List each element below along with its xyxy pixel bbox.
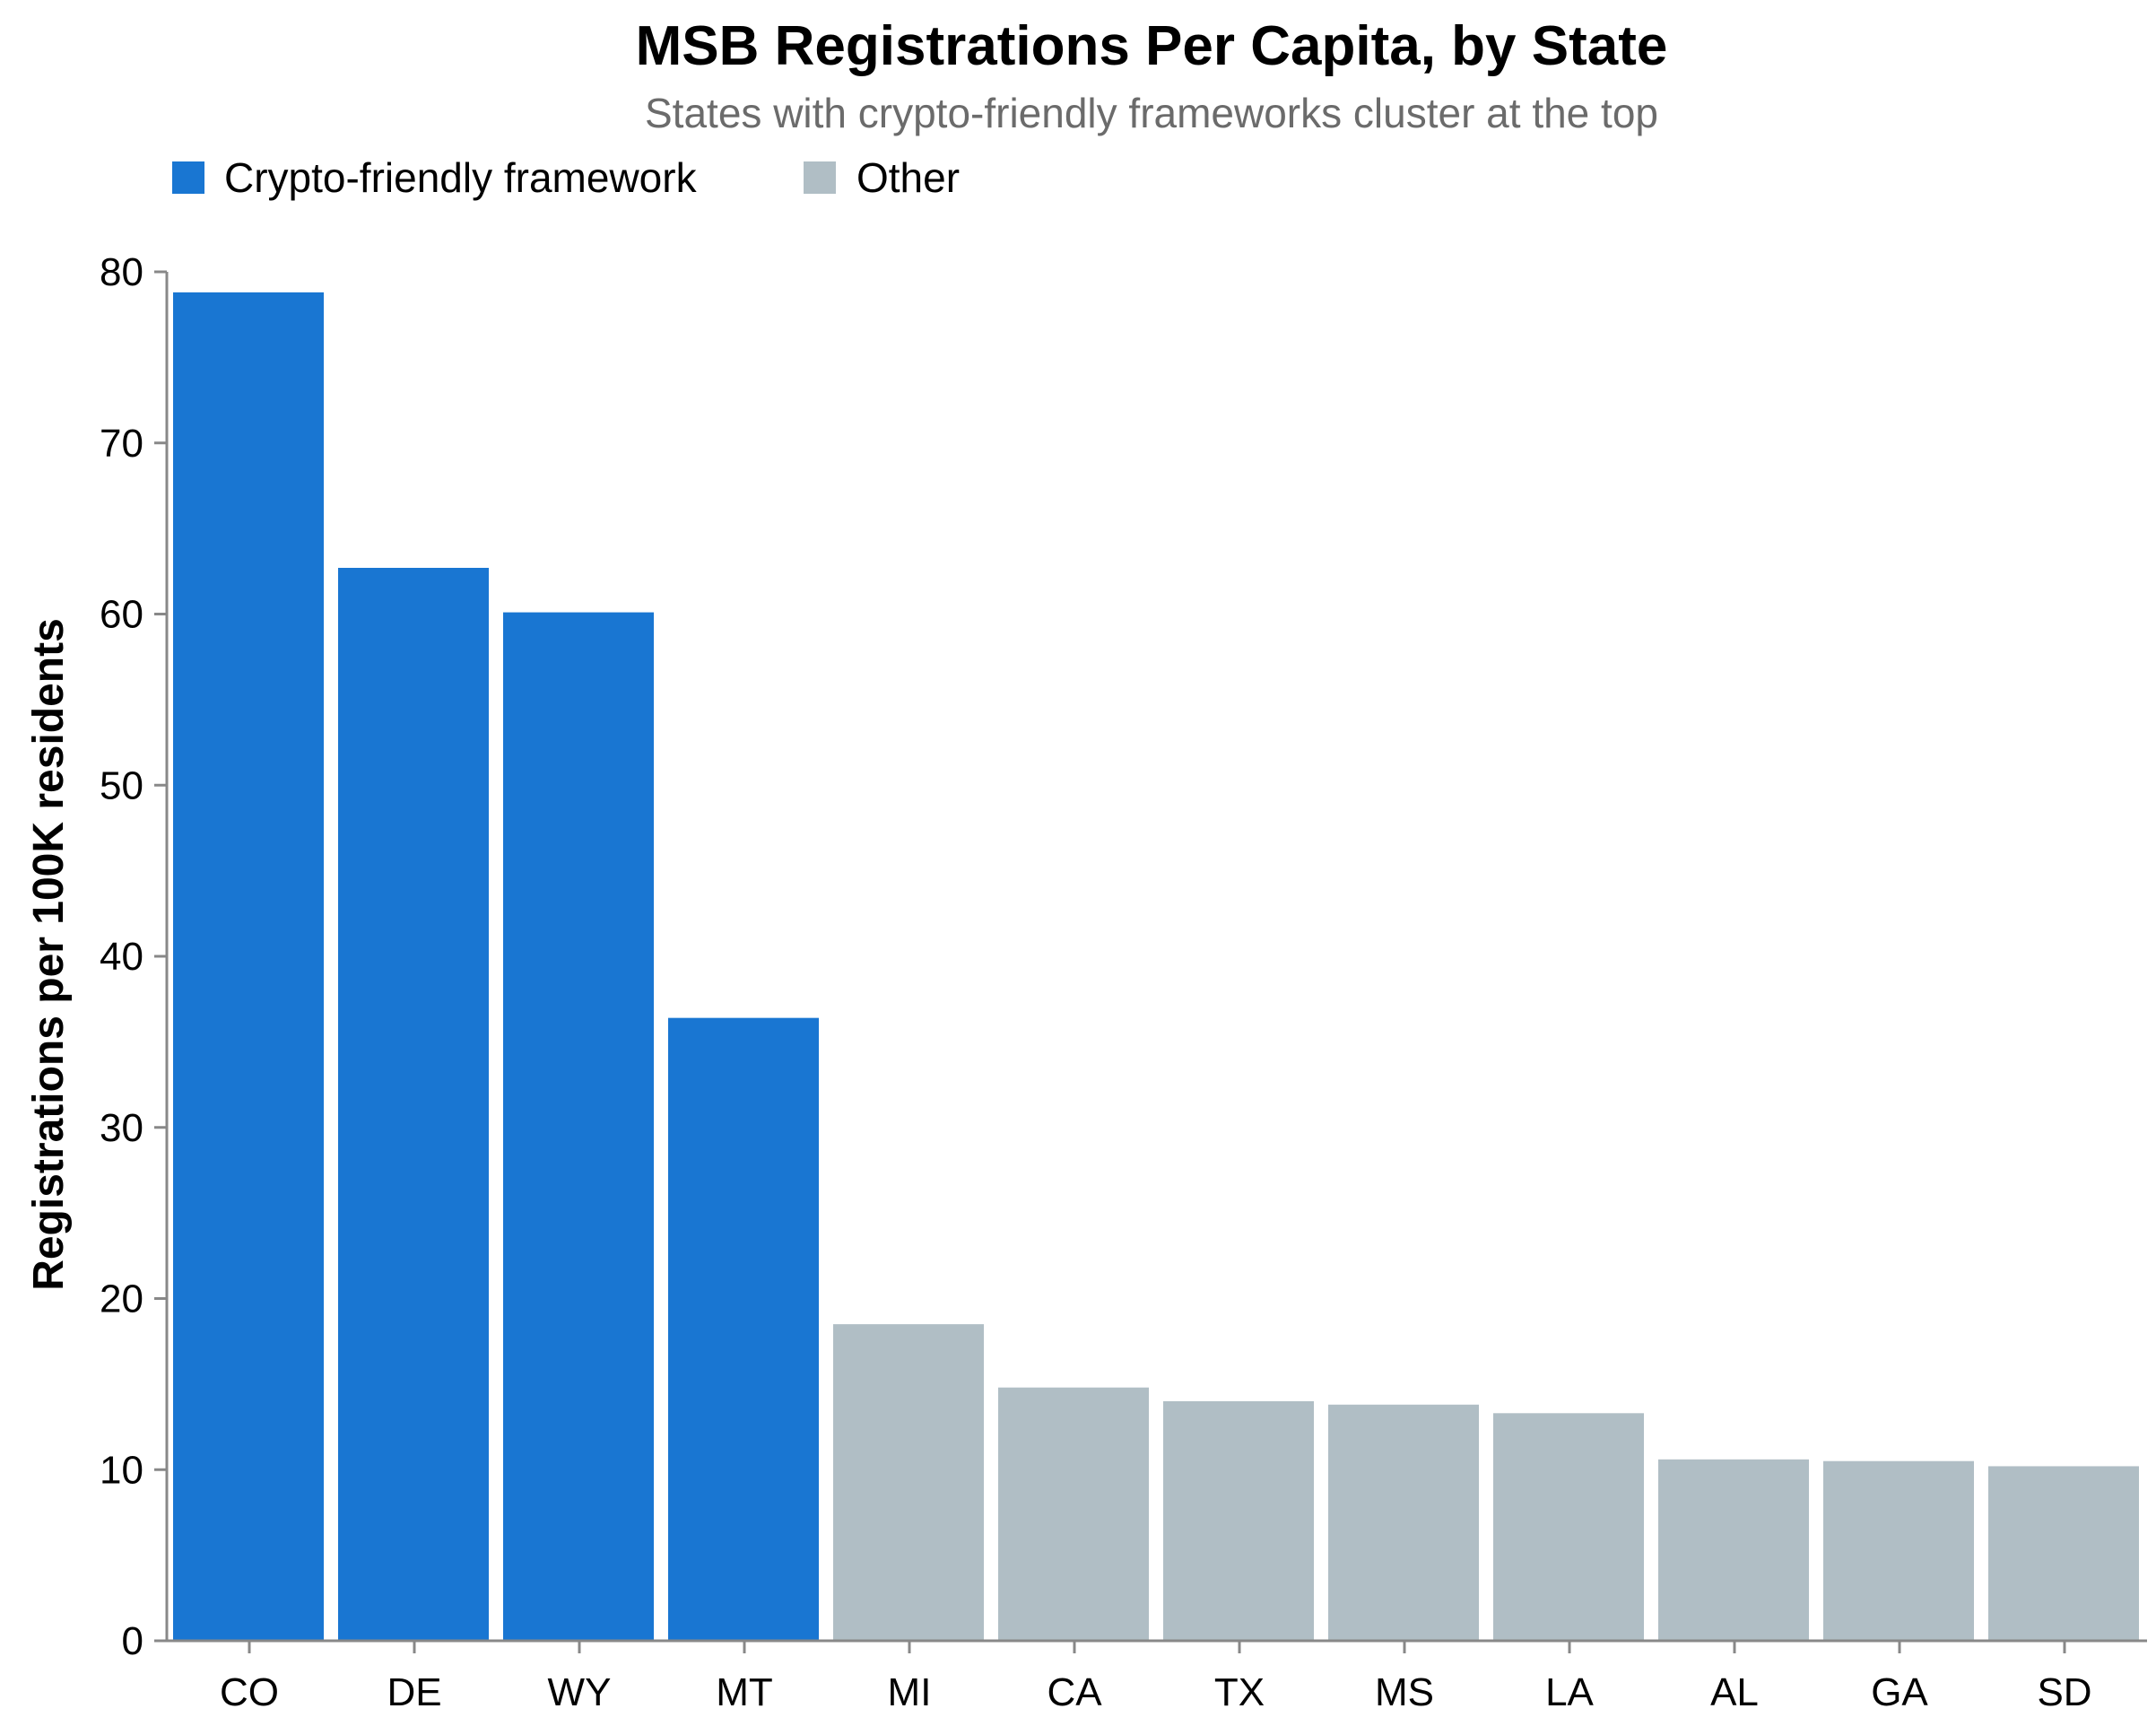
chart-subtitle: States with crypto-friendly frameworks c… [645,90,1658,136]
x-tick-label-ms: MS [1375,1670,1434,1714]
x-tick-label-ca: CA [1047,1670,1102,1714]
bar-al [1658,1459,1809,1641]
y-tick-label-20: 20 [100,1277,143,1321]
bar-ca [998,1387,1149,1641]
x-tick-label-tx: TX [1214,1670,1265,1714]
y-tick-label-0: 0 [122,1619,143,1663]
x-tick-label-la: LA [1545,1670,1594,1714]
y-tick-label-10: 10 [100,1448,143,1492]
bar-de [338,567,489,1641]
bar-sd [1988,1466,2139,1641]
y-tick-label-40: 40 [100,935,143,979]
y-axis-ticks: 0 10 20 30 40 50 60 70 80 [100,250,167,1663]
legend-swatch-other [804,161,836,194]
x-tick-label-de: DE [387,1670,441,1714]
y-tick-label-60: 60 [100,593,143,637]
x-tick-label-al: AL [1710,1670,1759,1714]
chart-title: MSB Registrations Per Capita, by State [636,15,1668,77]
y-axis-title: Registrations per 100K residents [25,618,73,1291]
x-tick-label-co: CO [220,1670,279,1714]
x-tick-label-mt: MT [716,1670,773,1714]
bar-mt [668,1017,819,1641]
y-tick-label-50: 50 [100,763,143,807]
bar-ms [1328,1404,1479,1641]
y-tick-label-80: 80 [100,250,143,294]
legend-swatch-crypto-friendly [172,161,204,194]
bars-group [173,292,2139,1641]
y-tick-label-30: 30 [100,1106,143,1150]
y-tick-label-70: 70 [100,422,143,466]
legend-label-other: Other [856,154,960,201]
legend: Crypto-friendly framework Other [172,154,960,201]
x-axis-ticks: CO DE WY MT MI CA TX MS LA AL GA SD [220,1641,2092,1714]
legend-label-crypto-friendly: Crypto-friendly framework [224,154,698,201]
bar-co [173,292,324,1641]
bar-mi [833,1324,984,1641]
bar-wy [503,612,654,1641]
x-tick-label-sd: SD [2037,1670,2091,1714]
bar-ga [1823,1460,1974,1641]
bar-la [1493,1413,1644,1641]
x-tick-label-mi: MI [888,1670,932,1714]
bar-tx [1163,1400,1314,1641]
x-tick-label-wy: WY [548,1670,612,1714]
x-tick-label-ga: GA [1871,1670,1928,1714]
